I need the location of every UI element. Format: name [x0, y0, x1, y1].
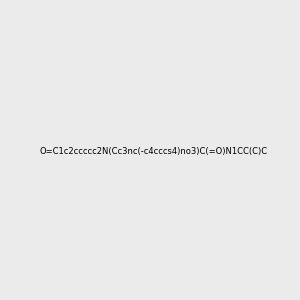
Text: O=C1c2ccccc2N(Cc3nc(-c4cccs4)no3)C(=O)N1CC(C)C: O=C1c2ccccc2N(Cc3nc(-c4cccs4)no3)C(=O)N1… [40, 147, 268, 156]
